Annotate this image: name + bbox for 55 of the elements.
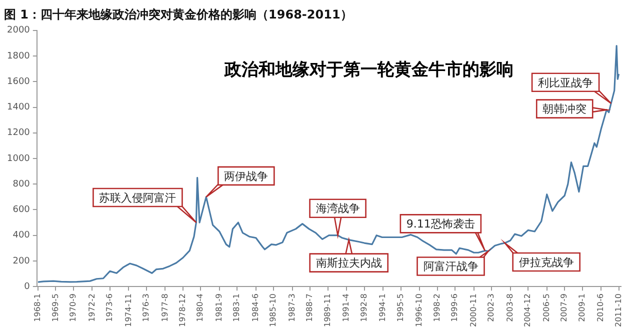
annotation: 海湾战争: [316, 202, 360, 216]
x-tick-label: 2000-11: [468, 294, 478, 328]
x-tick-label: 1984-6: [251, 294, 260, 322]
x-tick-label: 1996-10: [414, 294, 424, 328]
x-tick-label: 1994-1: [378, 294, 388, 322]
y-tick-label: 600: [12, 205, 30, 216]
x-tick-label: 1989-11: [322, 294, 332, 328]
annotation: 朝韩冲突: [542, 102, 587, 116]
x-tick-label: 1999-6: [450, 294, 460, 322]
x-tick-label: 1983-1: [232, 294, 242, 322]
x-tick-label: 1992-8: [359, 294, 368, 322]
y-tick-label: 200: [12, 256, 30, 266]
annotation: 苏联入侵阿富汗: [99, 191, 176, 204]
x-tick-label: 2004-12: [523, 294, 532, 328]
x-tick-label: 1991-4: [342, 294, 351, 322]
x-tick-label: 2002-3: [486, 294, 496, 322]
x-tick-label: 1988-7: [305, 294, 314, 322]
x-tick-label: 2011-10: [614, 294, 623, 328]
x-tick-label: 1972-2: [87, 294, 96, 322]
y-tick-label: 2000: [7, 26, 30, 36]
y-tick-label: 1400: [7, 102, 30, 113]
y-tick-label: 1600: [7, 76, 30, 87]
chart-title: 图 1：四十年来地缘政治冲突对黄金价格的影响（1968-2011）: [4, 7, 352, 22]
annotation: 南斯拉夫内战: [316, 256, 382, 270]
x-tick-label: 1995-5: [396, 294, 405, 322]
y-tick-label: 1800: [7, 51, 30, 62]
y-tick-label: 400: [12, 230, 30, 241]
x-tick-label: 1987-3: [288, 294, 297, 322]
x-tick-label: 2009-1: [577, 294, 586, 322]
x-tick-label: 1976-3: [142, 294, 150, 322]
x-tick-label: 1985-10: [268, 294, 278, 328]
y-tick-label: 1200: [7, 128, 30, 138]
y-tick-label: 800: [12, 179, 30, 190]
x-tick-label: 1981-9: [214, 294, 224, 322]
x-tick-label: 2010-6: [596, 294, 606, 322]
annotation: 9.11恐怖袭击: [406, 218, 475, 231]
x-tick-label: 1973-6: [104, 294, 114, 322]
x-tick-label: 1970-9: [68, 294, 78, 322]
x-tick-label: 1968-1: [33, 294, 42, 322]
annotation: 利比亚战争: [538, 76, 594, 90]
x-tick-label: 2007-9: [560, 294, 569, 322]
x-tick-label: 1974-11: [124, 294, 133, 328]
annotation: 伊拉克战争: [518, 256, 574, 269]
x-tick-label: 1978-12: [178, 294, 188, 328]
text: 政治和地缘对于第一轮黄金牛市的影响: [223, 60, 514, 80]
x-tick-label: 2003-8: [505, 294, 514, 322]
x-tick-label: 1998-2: [432, 294, 442, 322]
x-tick-label: 1969-5: [50, 294, 60, 322]
y-tick-label: 1000: [7, 154, 30, 164]
y-tick-label: 0: [24, 282, 30, 292]
x-tick-label: 1977-8: [160, 294, 170, 322]
annotation: 两伊战争: [224, 170, 268, 183]
x-tick-label: 2006-5: [542, 294, 551, 322]
annotation: 阿富汗战争: [423, 260, 478, 274]
x-tick-label: 1980-4: [196, 294, 205, 322]
